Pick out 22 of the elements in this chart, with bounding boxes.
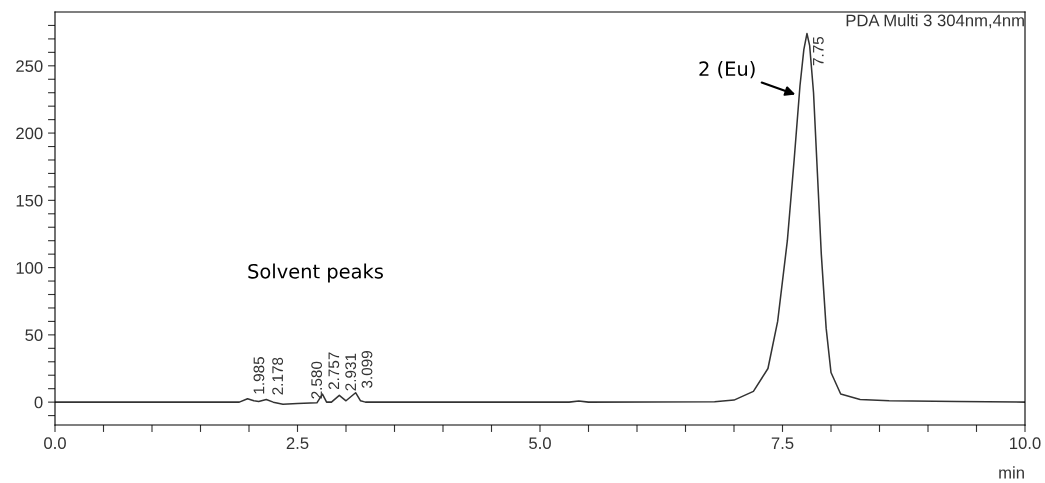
annotation: 2.757 xyxy=(328,352,340,390)
annotation: PDA Multi 3 304nm,4nm xyxy=(846,14,1024,29)
annotation: Solvent peaks xyxy=(248,263,383,283)
x-axis-title: min xyxy=(999,466,1024,479)
annotation: 1.985 xyxy=(253,357,265,394)
annotation: 2.931 xyxy=(345,353,357,391)
annotation: 2 (Eu) xyxy=(699,61,755,79)
x-tick-label: 7.5 xyxy=(771,437,794,450)
x-tick-label: 2.5 xyxy=(286,437,309,450)
annotation: 2.178 xyxy=(272,357,284,395)
y-tick-label: 0 xyxy=(34,396,43,409)
y-tick-label: 50 xyxy=(25,329,43,342)
x-tick-label: 5.0 xyxy=(529,437,551,450)
y-tick-label: 200 xyxy=(16,127,43,140)
annotation: 7.75 xyxy=(813,36,824,66)
x-tick-label: 0.0 xyxy=(44,437,66,450)
x-tick-label: 10.0 xyxy=(1010,437,1041,450)
y-tick-label: 100 xyxy=(16,262,43,274)
annotation: 2.580 xyxy=(311,361,323,399)
annotation: 3.099 xyxy=(361,351,373,388)
y-tick-label: 150 xyxy=(16,194,43,207)
y-tick-label: 250 xyxy=(16,60,43,73)
